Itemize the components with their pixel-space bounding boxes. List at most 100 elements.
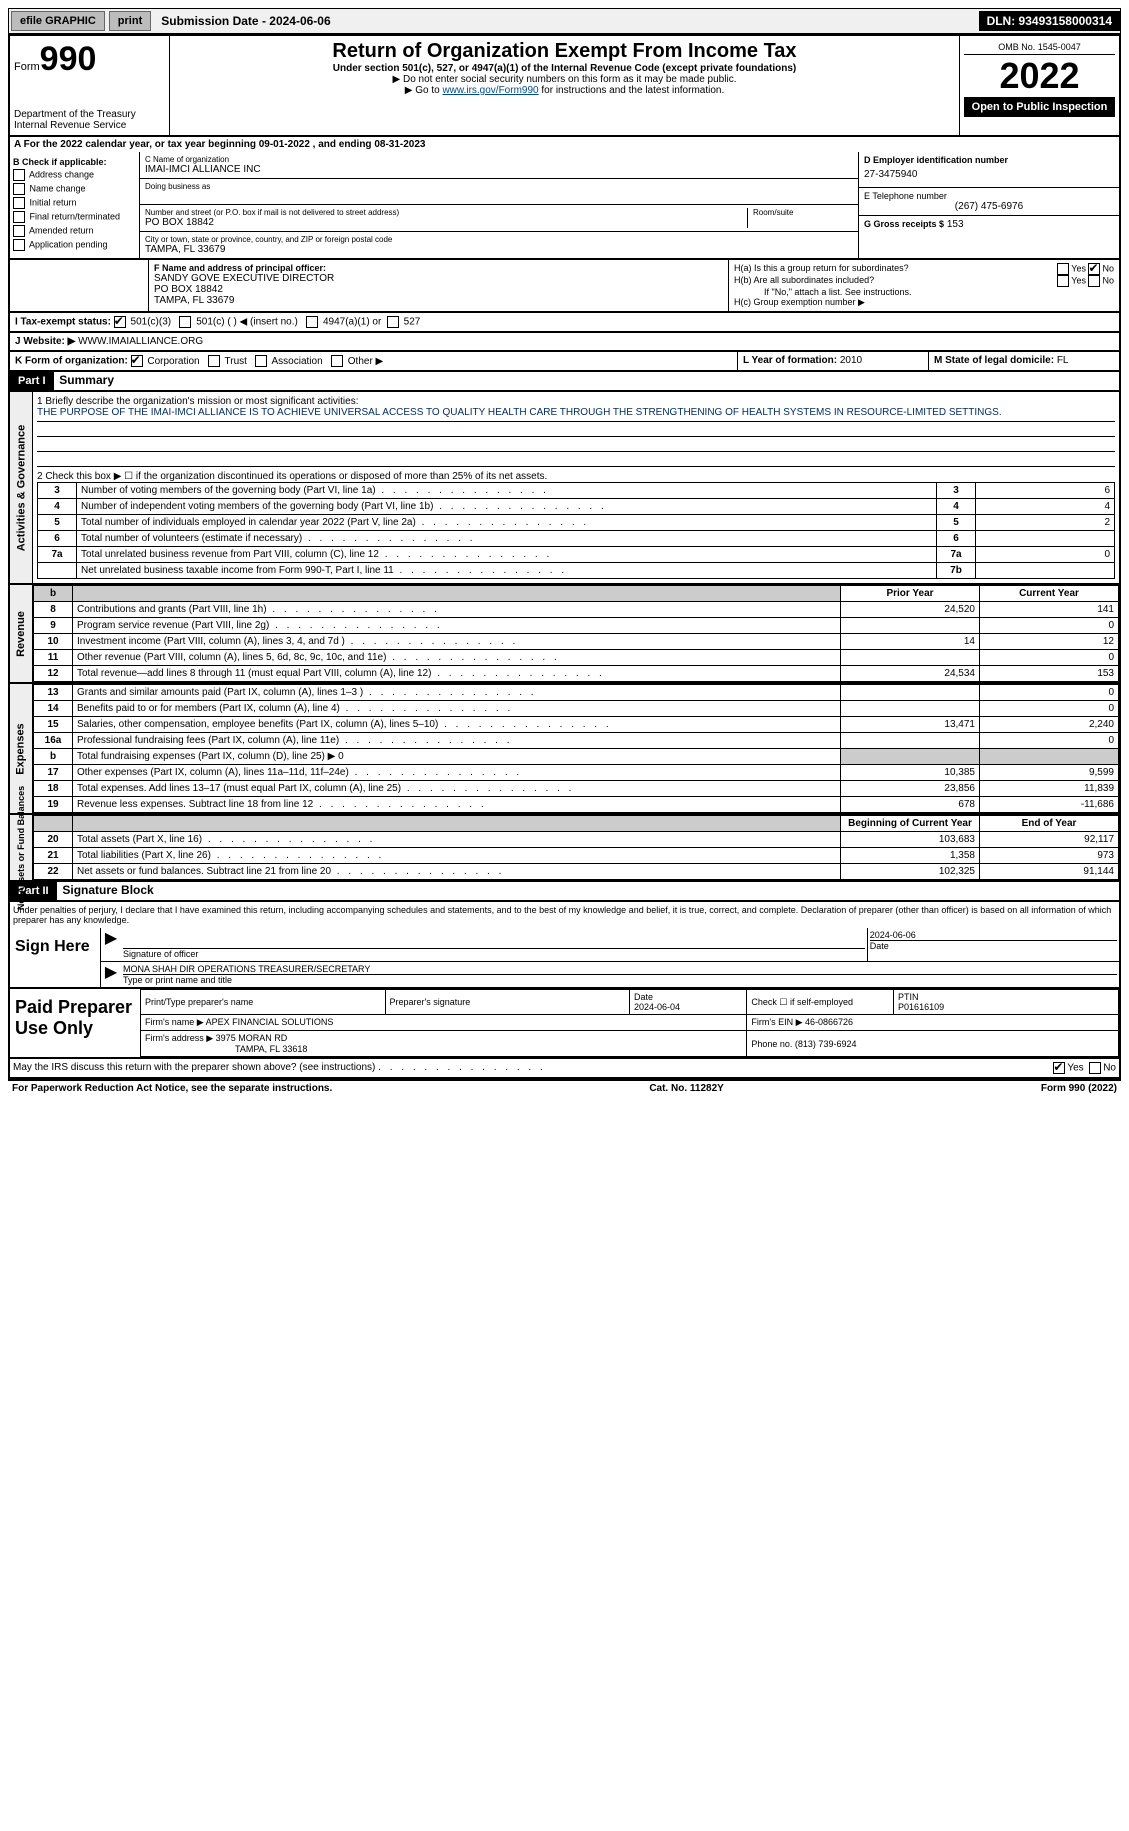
sign-date-label: Date	[870, 940, 1117, 951]
officer-name: SANDY GOVE EXECUTIVE DIRECTOR	[154, 273, 723, 284]
discuss-q: May the IRS discuss this return with the…	[13, 1062, 375, 1073]
omb-label: OMB No. 1545-0047	[964, 40, 1115, 55]
name-label: C Name of organization	[145, 155, 853, 164]
hb-yes[interactable]	[1057, 275, 1069, 287]
l-label: L Year of formation:	[743, 355, 837, 366]
current-year-label: Current Year	[980, 586, 1119, 602]
ein-label: D Employer identification number	[864, 155, 1114, 165]
org-form-row: K Form of organization: Corporation Trus…	[8, 352, 1121, 372]
m-label: M State of legal domicile:	[934, 355, 1054, 366]
submission-date: Submission Date - 2024-06-06	[153, 11, 978, 31]
dba-label: Doing business as	[145, 182, 853, 191]
end-year-label: End of Year	[980, 816, 1119, 832]
footer-left: For Paperwork Reduction Act Notice, see …	[12, 1083, 332, 1094]
entity-info: B Check if applicable: Address change Na…	[8, 152, 1121, 260]
netassets-section: Net Assets or Fund Balances Beginning of…	[8, 815, 1121, 882]
hb-note: If "No," attach a list. See instructions…	[734, 287, 1114, 297]
col-b-header: B Check if applicable:	[13, 157, 136, 167]
colb-check-5[interactable]	[13, 239, 25, 251]
expenses-section: Expenses 13Grants and similar amounts pa…	[8, 684, 1121, 815]
irs-link[interactable]: www.irs.gov/Form990	[442, 85, 538, 96]
q2: 2 Check this box ▶ ☐ if the organization…	[37, 471, 1115, 482]
open-inspection: Open to Public Inspection	[964, 97, 1115, 117]
ptin-value: P01616109	[898, 1002, 944, 1012]
street-label: Number and street (or P.O. box if mail i…	[145, 208, 747, 217]
street-value: PO BOX 18842	[145, 217, 747, 228]
revenue-section: Revenue b Prior Year Current Year 8Contr…	[8, 585, 1121, 684]
firm-phone: (813) 739-6924	[795, 1039, 857, 1049]
org-name: IMAI-IMCI ALLIANCE INC	[145, 164, 853, 175]
type-name-label: Type or print name and title	[123, 974, 1117, 985]
phone-label: E Telephone number	[864, 191, 1114, 201]
prep-sig-label: Preparer's signature	[385, 990, 630, 1015]
netassets-tab: Net Assets or Fund Balances	[16, 785, 26, 909]
form-note1: ▶ Do not enter social security numbers o…	[174, 74, 955, 85]
part1-title: Summary	[56, 370, 117, 390]
i-501c[interactable]	[179, 316, 191, 328]
tax-year: 2022	[964, 55, 1115, 97]
irs-label: Internal Revenue Service	[14, 120, 165, 131]
website-row: J Website: ▶ WWW.IMAIALLIANCE.ORG	[8, 333, 1121, 352]
colb-check-2[interactable]	[13, 197, 25, 209]
gross-value: 153	[947, 219, 964, 230]
line-a: A For the 2022 calendar year, or tax yea…	[8, 137, 1121, 152]
ha-no[interactable]	[1088, 263, 1100, 275]
i-label: I Tax-exempt status:	[15, 317, 111, 328]
print-button[interactable]: print	[109, 11, 151, 31]
city-label: City or town, state or province, country…	[145, 235, 853, 244]
footer-mid: Cat. No. 11282Y	[649, 1083, 723, 1094]
efile-button[interactable]: efile GRAPHIC	[11, 11, 105, 31]
hb-no[interactable]	[1088, 275, 1100, 287]
room-label: Room/suite	[753, 208, 853, 217]
q1: 1 Briefly describe the organization's mi…	[37, 396, 1115, 407]
prep-date: 2024-06-04	[634, 1002, 680, 1012]
prep-name-label: Print/Type preparer's name	[141, 990, 386, 1015]
officer-addr1: PO BOX 18842	[154, 284, 723, 295]
k-opt-1[interactable]	[208, 355, 220, 367]
form-subtitle: Under section 501(c), 527, or 4947(a)(1)…	[174, 63, 955, 74]
form-note2: ▶ Go to www.irs.gov/Form990 for instruct…	[174, 85, 955, 96]
officer-addr2: TAMPA, FL 33679	[154, 295, 723, 306]
begin-year-label: Beginning of Current Year	[841, 816, 980, 832]
j-label: J Website: ▶	[15, 336, 75, 347]
i-4947[interactable]	[306, 316, 318, 328]
colb-check-4[interactable]	[13, 225, 25, 237]
activities-section: Activities & Governance 1 Briefly descri…	[8, 392, 1121, 585]
k-label: K Form of organization:	[15, 356, 128, 367]
prep-check-label: Check ☐ if self-employed	[747, 990, 894, 1015]
form-title: Return of Organization Exempt From Incom…	[174, 40, 955, 63]
top-toolbar: efile GRAPHIC print Submission Date - 20…	[8, 8, 1121, 34]
city-value: TAMPA, FL 33679	[145, 244, 853, 255]
form-prefix: Form	[14, 61, 40, 73]
firm-name: APEX FINANCIAL SOLUTIONS	[206, 1017, 334, 1027]
part1-header: Part I	[10, 372, 54, 390]
activities-tab: Activities & Governance	[15, 424, 27, 551]
colb-check-0[interactable]	[13, 169, 25, 181]
revenue-tab: Revenue	[15, 611, 27, 657]
website-value: WWW.IMAIALLIANCE.ORG	[78, 336, 203, 347]
i-501c3[interactable]	[114, 316, 126, 328]
footer-right: Form 990 (2022)	[1041, 1083, 1117, 1094]
preparer-label: Paid Preparer Use Only	[10, 989, 140, 1057]
k-opt-0[interactable]	[131, 355, 143, 367]
ha-yes[interactable]	[1057, 263, 1069, 275]
colb-check-1[interactable]	[13, 183, 25, 195]
part2-title: Signature Block	[59, 880, 156, 900]
i-527[interactable]	[387, 316, 399, 328]
ha-label: H(a) Is this a group return for subordin…	[734, 263, 909, 275]
discuss-no[interactable]	[1089, 1062, 1101, 1074]
sign-date: 2024-06-06	[870, 930, 1117, 940]
m-value: FL	[1057, 355, 1069, 366]
k-opt-2[interactable]	[255, 355, 267, 367]
discuss-yes[interactable]	[1053, 1062, 1065, 1074]
gross-label: G Gross receipts $	[864, 219, 944, 229]
mission-text: THE PURPOSE OF THE IMAI-IMCI ALLIANCE IS…	[37, 407, 1115, 422]
dept-label: Department of the Treasury	[14, 109, 165, 120]
form-number: 990	[40, 40, 97, 78]
sign-here-label: Sign Here	[10, 928, 100, 987]
l-value: 2010	[840, 355, 862, 366]
sig-officer-label: Signature of officer	[123, 948, 865, 959]
colb-check-3[interactable]	[13, 211, 25, 223]
k-opt-3[interactable]	[331, 355, 343, 367]
hc-label: H(c) Group exemption number ▶	[734, 297, 1114, 308]
